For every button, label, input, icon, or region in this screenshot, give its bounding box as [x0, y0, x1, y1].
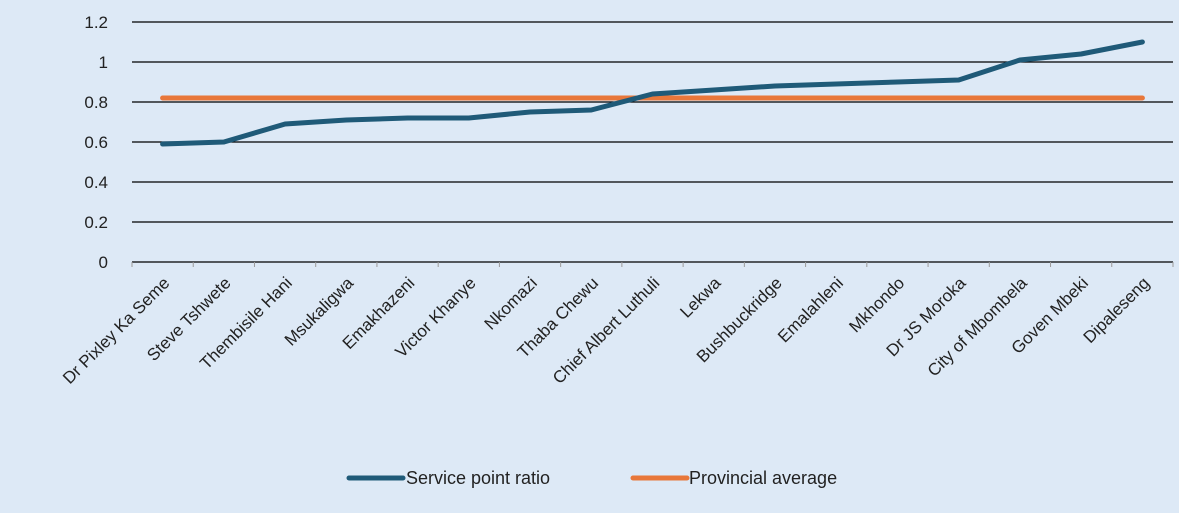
x-label-chief-albert-luthuli: Chief Albert Luthuli	[549, 273, 663, 387]
gridlines	[131, 21, 1174, 267]
y-tick-label: 0.2	[84, 213, 108, 232]
y-tick-label: 1	[99, 53, 108, 72]
y-tick-label: 0.8	[84, 93, 108, 112]
y-tick-label: 0	[99, 253, 108, 272]
x-label-emalahleni: Emalahleni	[774, 273, 847, 346]
legend: Service point ratio Provincial average	[346, 468, 837, 488]
x-label-dipaleseng: Dipaleseng	[1080, 273, 1154, 347]
x-label-nkomazi: Nkomazi	[481, 273, 541, 333]
legend-label-provincial-average: Provincial average	[689, 468, 837, 488]
series-line-service-point-ratio	[160, 39, 1145, 147]
series-lines	[160, 39, 1145, 147]
y-tick-label: 0.6	[84, 133, 108, 152]
legend-label-service-point-ratio: Service point ratio	[406, 468, 550, 488]
x-label-mkhondo: Mkhondo	[845, 273, 908, 336]
y-tick-label: 1.2	[84, 13, 108, 32]
y-tick-label: 0.4	[84, 173, 108, 192]
x-label-lekwa: Lekwa	[676, 273, 725, 322]
y-axis-ticks: 0 0.2 0.4 0.6 0.8 1 1.2	[84, 13, 108, 272]
x-label-dr-pixley-ka-seme: Dr Pixley Ka Seme	[59, 273, 173, 387]
